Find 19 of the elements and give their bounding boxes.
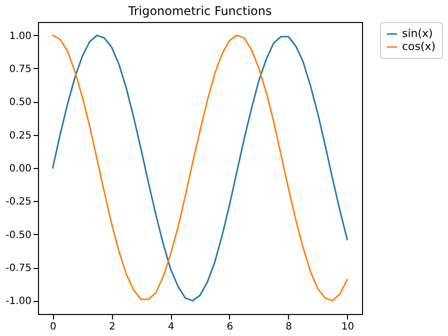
x-tick-label: 6 — [226, 322, 234, 332]
x-tick-label: 4 — [168, 322, 174, 332]
y-tick-label: 0.50 — [9, 97, 32, 108]
line-series — [52, 34, 348, 302]
y-tick-label: 0.00 — [9, 164, 32, 174]
y-tick-label: -0.25 — [6, 196, 32, 208]
y-tick-label: 0.75 — [9, 64, 32, 75]
y-tick-label: 1.00 — [9, 30, 32, 42]
y-tick-label: 0.25 — [9, 130, 32, 142]
legend-label: sin(x) — [402, 27, 433, 40]
legend-label: cos(x) — [402, 40, 436, 53]
x-tick-label: 8 — [286, 322, 292, 332]
y-tick-label: -1.00 — [6, 296, 32, 308]
x-tick-label: 2 — [108, 322, 116, 332]
x-tick-label: 10 — [341, 322, 354, 332]
y-tick-label: -0.75 — [6, 263, 32, 274]
chart-title: Trigonometric Functions — [127, 4, 272, 18]
x-tick-label: 0 — [50, 322, 56, 332]
y-tick-label: -0.50 — [6, 230, 32, 241]
